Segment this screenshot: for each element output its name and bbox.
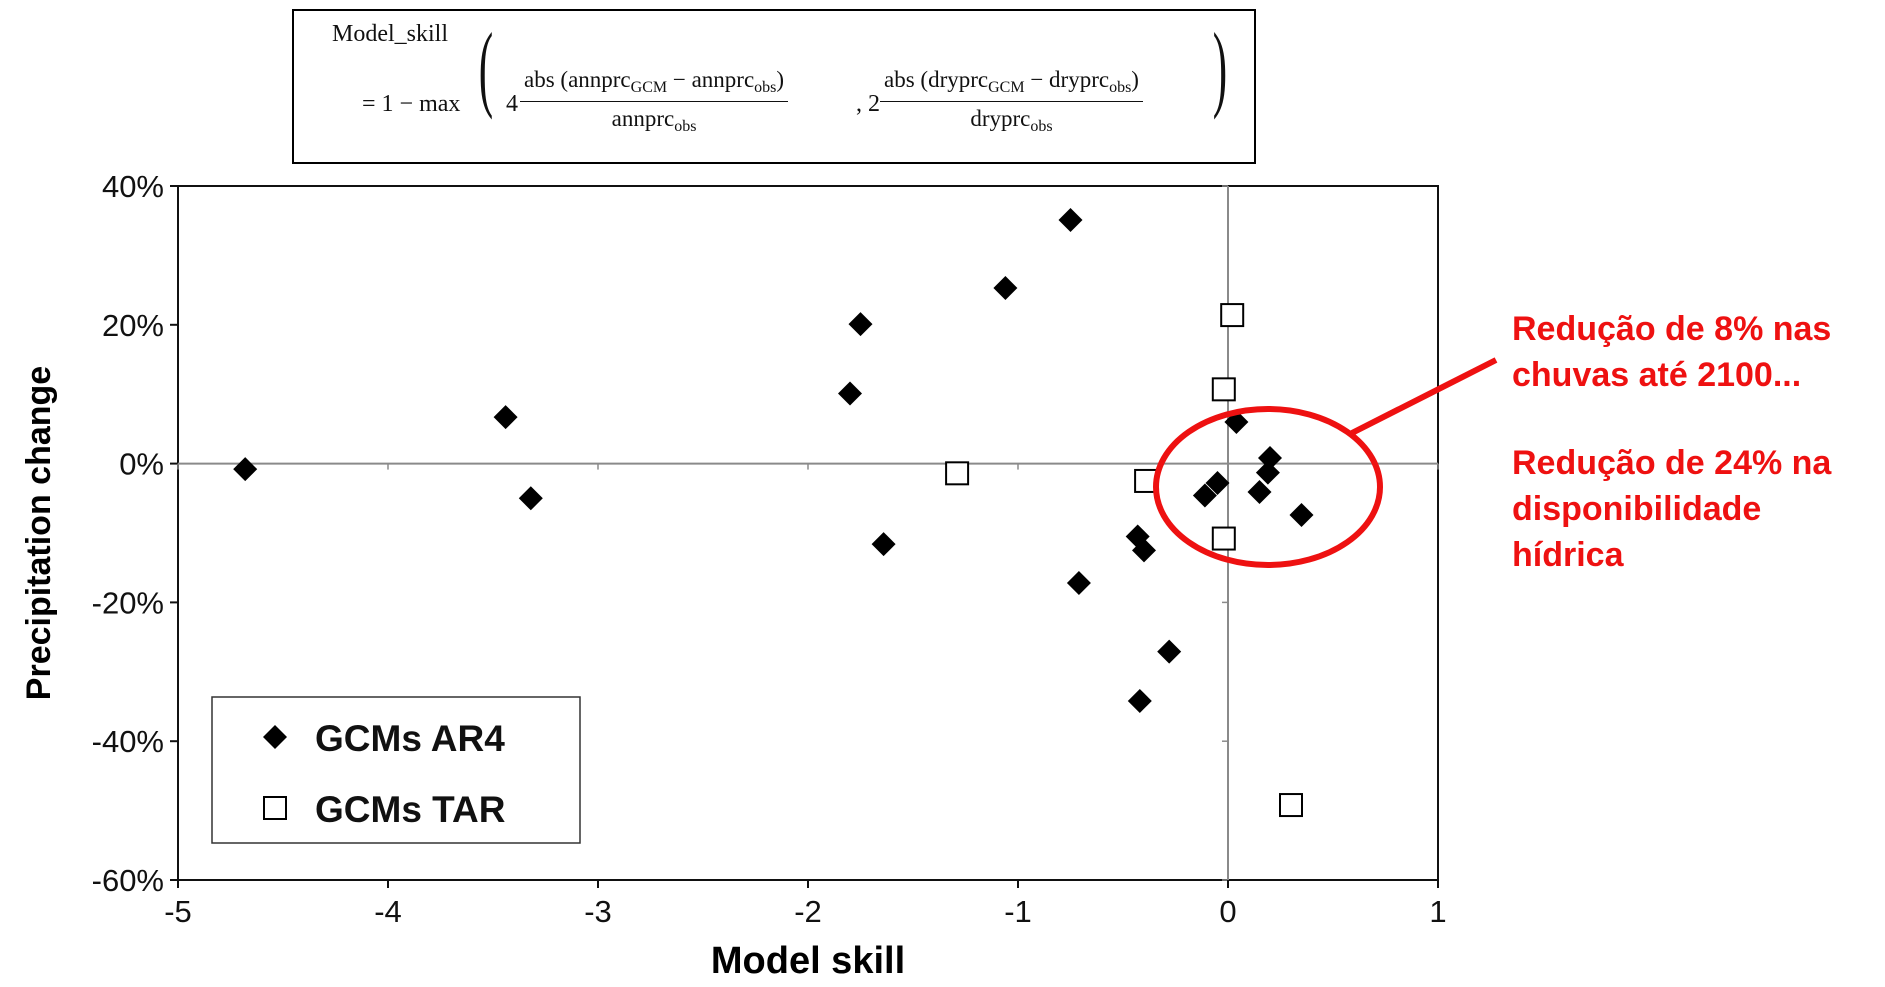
x-tick-label: -1 [1004, 894, 1032, 929]
data-point-ar4 [518, 486, 543, 511]
x-tick-label: -4 [374, 894, 402, 929]
model-skill-formula: Model_skill = 1 − max ( 4 abs (annprcGCM… [292, 9, 1256, 164]
data-point-ar4 [871, 532, 896, 557]
formula-coef-2: , 2 [856, 91, 880, 117]
legend-label-ar4: GCMs AR4 [315, 718, 505, 759]
y-axis-label: Precipitation change [20, 366, 58, 700]
y-tick-label: 0% [119, 447, 164, 482]
fraction-annual-numerator: abs (annprcGCM − annprcobs) [520, 67, 789, 102]
y-axis: 40% 20% 0% -20% -40% -60% [92, 169, 1228, 898]
formula-prefix: = 1 − max [362, 91, 461, 117]
x-tick-label: 1 [1429, 894, 1446, 929]
data-point-ar4 [1157, 639, 1182, 664]
annotation-pointer [1348, 357, 1498, 437]
x-axis-label: Model skill [711, 940, 905, 982]
legend-label-tar: GCMs TAR [315, 789, 505, 830]
fraction-annual-denominator: annprcobs [611, 106, 697, 135]
data-points [233, 208, 1314, 818]
data-point-ar4 [233, 457, 258, 482]
x-tick-label: -5 [164, 894, 192, 929]
legend: GCMs AR4 GCMs TAR [211, 696, 581, 844]
data-point-ar4 [1192, 483, 1217, 508]
formula-title: Model_skill [332, 21, 449, 47]
formula-fraction-annual: abs (annprcGCM − annprcobs) annprcobs [520, 67, 789, 136]
x-axis: -5 -4 -3 -2 -1 0 1 [164, 463, 1447, 929]
data-point-ar4 [848, 312, 873, 337]
data-point-ar4 [1255, 460, 1280, 485]
data-point-tar [1220, 303, 1245, 328]
data-point-tar [1211, 526, 1236, 551]
legend-box [211, 696, 581, 844]
y-tick-label: -60% [92, 863, 164, 898]
legend-marker-ar4 [263, 725, 287, 749]
annotation-line-4: disponibilidade [1512, 490, 1762, 528]
formula-fraction-dry: abs (dryprcGCM − dryprcobs) dryprcobs [880, 67, 1143, 136]
formula-close-paren: ) [1212, 13, 1228, 120]
x-tick-label: -3 [584, 894, 612, 929]
data-point-tar [945, 461, 970, 486]
annotation-rain-reduction: Redução de 8% nas chuvas até 2100... [1512, 306, 1831, 398]
annotation-line-2: chuvas até 2100... [1512, 356, 1802, 394]
formula-coef-1: 4 [506, 91, 518, 117]
legend-marker-tar [263, 796, 287, 820]
fraction-dry-denominator: dryprcobs [970, 106, 1053, 135]
data-point-ar4 [1058, 208, 1083, 233]
data-point-tar [1211, 377, 1236, 402]
annotation-line-3: Redução de 24% na [1512, 444, 1832, 482]
data-point-ar4 [1127, 688, 1152, 713]
data-point-ar4 [1066, 570, 1091, 595]
data-point-ar4 [1247, 480, 1272, 505]
highlight-annotation [1153, 357, 1498, 568]
data-point-ar4 [1132, 538, 1156, 563]
data-point-ar4 [1289, 502, 1314, 527]
fraction-dry-numerator: abs (dryprcGCM − dryprcobs) [880, 67, 1143, 102]
y-tick-label: -40% [92, 724, 164, 759]
y-tick-label: 20% [102, 308, 164, 343]
annotation-line-1: Redução de 8% nas [1512, 310, 1832, 348]
data-point-ar4 [838, 381, 862, 406]
data-point-ar4 [493, 405, 518, 430]
annotation-water-reduction: Redução de 24% na disponibilidade hídric… [1512, 440, 1831, 578]
y-tick-label: 40% [102, 169, 164, 204]
x-tick-label: 0 [1219, 894, 1236, 929]
annotation-line-5: hídrica [1512, 536, 1624, 574]
data-point-tar [1279, 793, 1303, 818]
x-tick-label: -2 [794, 894, 822, 929]
data-point-ar4 [993, 276, 1018, 301]
y-tick-label: -20% [92, 585, 164, 620]
data-point-ar4 [1258, 446, 1282, 471]
highlight-ellipse [1153, 406, 1383, 568]
formula-open-paren: ( [478, 13, 494, 120]
data-point-ar4 [1205, 471, 1230, 496]
